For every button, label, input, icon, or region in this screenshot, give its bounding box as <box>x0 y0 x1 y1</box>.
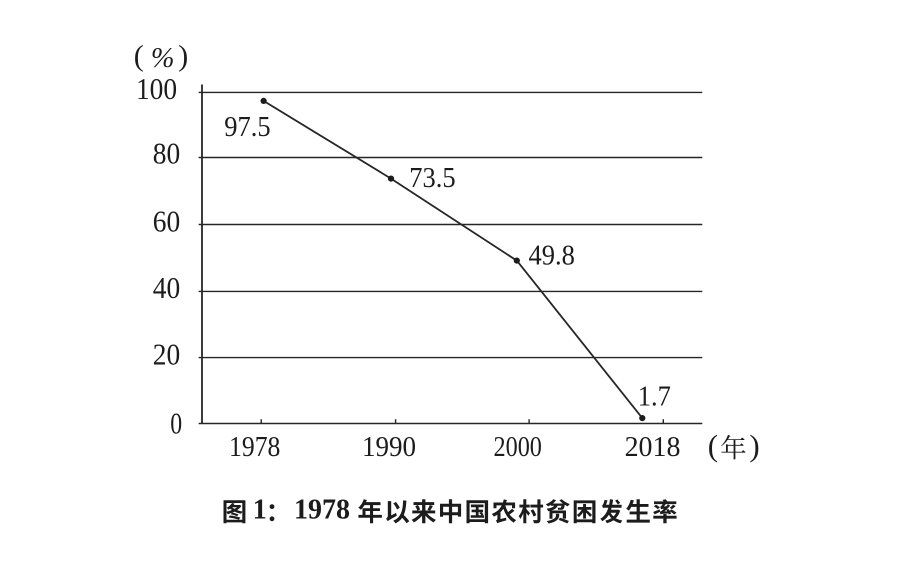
svg-text:60: 60 <box>153 205 180 239</box>
svg-text:100: 100 <box>136 73 177 107</box>
svg-text:1978: 1978 <box>229 431 280 463</box>
svg-text:0: 0 <box>170 407 182 440</box>
svg-text:2000: 2000 <box>493 430 541 462</box>
svg-text:2018: 2018 <box>625 432 681 463</box>
svg-text:%: % <box>151 43 175 74</box>
svg-text:(: ( <box>134 39 144 72</box>
svg-text:40: 40 <box>153 272 180 306</box>
svg-text:(: ( <box>708 428 718 463</box>
svg-text:80: 80 <box>153 137 180 171</box>
svg-text:20: 20 <box>153 338 180 372</box>
svg-text:97.5: 97.5 <box>224 110 270 142</box>
svg-text:1: 1 <box>253 494 267 525</box>
svg-text:): ) <box>749 428 759 463</box>
svg-text:): ) <box>178 39 188 72</box>
svg-text:1.7: 1.7 <box>638 380 671 412</box>
svg-text:73.5: 73.5 <box>409 161 455 193</box>
svg-text:1990: 1990 <box>362 431 416 463</box>
svg-text:49.8: 49.8 <box>529 239 575 271</box>
svg-text:1978: 1978 <box>294 494 350 525</box>
